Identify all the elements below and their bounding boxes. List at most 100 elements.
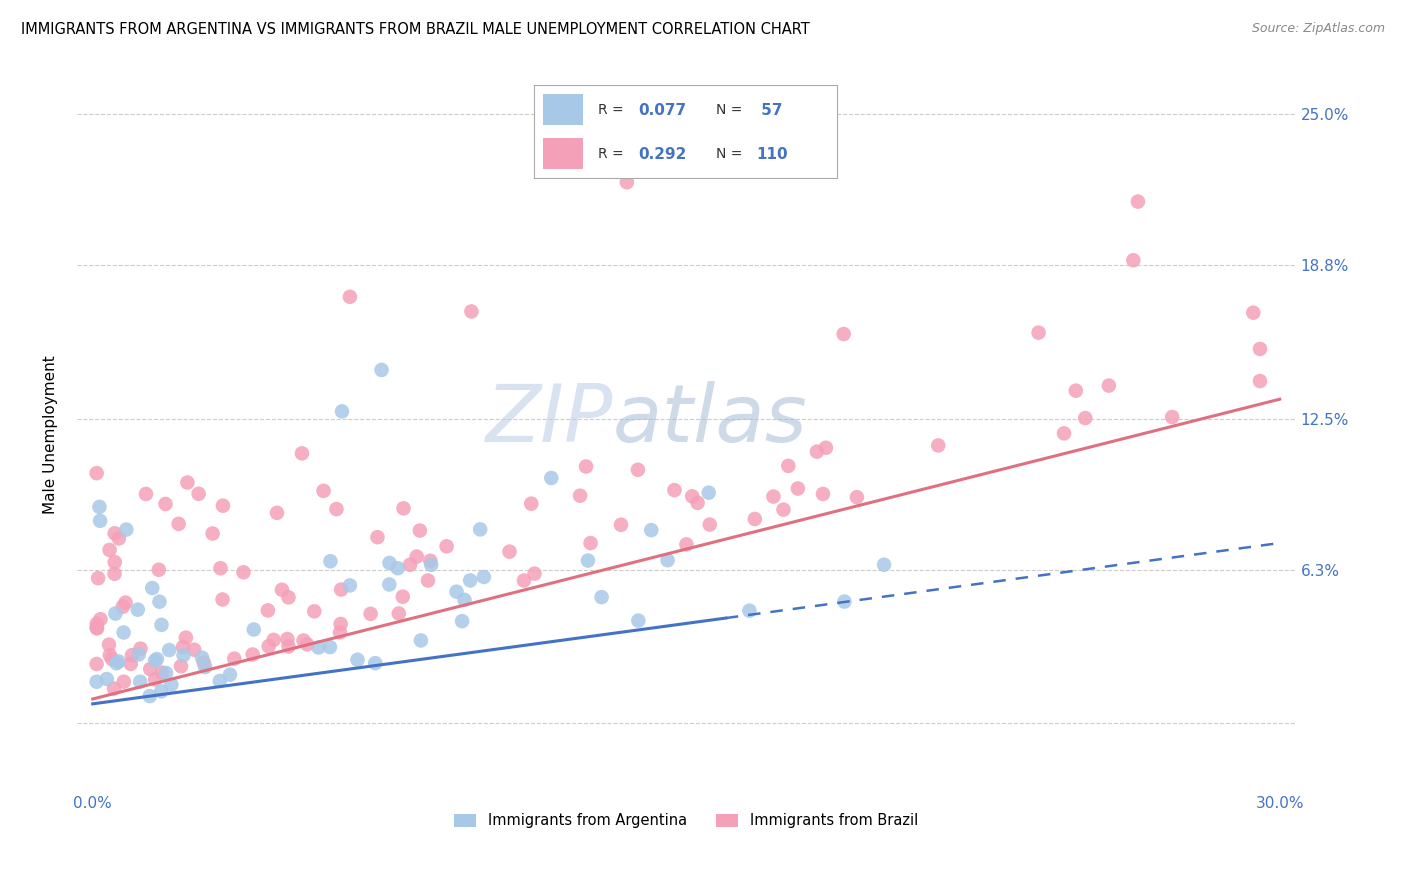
Point bbox=[141, 581, 163, 595]
Point bbox=[610, 517, 633, 532]
Point bbox=[89, 514, 111, 528]
Point bbox=[172, 640, 194, 654]
Point bbox=[135, 487, 157, 501]
Point bbox=[420, 558, 443, 572]
Point bbox=[89, 612, 111, 626]
Point bbox=[155, 666, 177, 681]
Point bbox=[219, 667, 242, 681]
Point bbox=[183, 642, 205, 657]
Point bbox=[498, 544, 520, 558]
Point bbox=[146, 652, 169, 666]
Point bbox=[409, 524, 432, 538]
Point bbox=[115, 523, 138, 537]
Point bbox=[540, 471, 562, 485]
Point bbox=[399, 558, 422, 572]
Point bbox=[873, 558, 896, 572]
Point bbox=[277, 640, 299, 654]
Point bbox=[339, 578, 361, 592]
Point bbox=[627, 614, 650, 628]
Point bbox=[86, 466, 108, 480]
Point bbox=[148, 563, 170, 577]
Text: atlas: atlas bbox=[613, 381, 808, 459]
Point bbox=[409, 633, 432, 648]
Point bbox=[451, 614, 474, 628]
Point bbox=[1161, 410, 1184, 425]
Text: R =: R = bbox=[598, 103, 627, 117]
Point bbox=[108, 532, 131, 546]
Point bbox=[360, 607, 382, 621]
Point bbox=[242, 648, 264, 662]
Point bbox=[127, 602, 149, 616]
Point bbox=[591, 590, 613, 604]
Point bbox=[1249, 374, 1271, 388]
Point bbox=[697, 485, 720, 500]
Point bbox=[308, 640, 330, 655]
Point bbox=[378, 556, 401, 570]
Point bbox=[579, 536, 602, 550]
Point bbox=[86, 616, 108, 631]
Point bbox=[104, 555, 127, 569]
Text: ZIP: ZIP bbox=[485, 381, 613, 459]
Point bbox=[640, 523, 662, 537]
Point bbox=[927, 438, 949, 452]
Point bbox=[329, 617, 352, 632]
Point bbox=[148, 595, 170, 609]
Point bbox=[89, 500, 111, 514]
Point bbox=[686, 496, 709, 510]
Point bbox=[112, 625, 135, 640]
Point bbox=[224, 651, 246, 665]
Point bbox=[120, 657, 142, 671]
Point bbox=[201, 526, 224, 541]
Text: N =: N = bbox=[716, 103, 747, 117]
Point bbox=[157, 643, 180, 657]
Point bbox=[627, 463, 650, 477]
Point bbox=[778, 458, 800, 473]
Text: N =: N = bbox=[716, 147, 747, 161]
Text: 0.292: 0.292 bbox=[638, 146, 688, 161]
Point bbox=[446, 584, 468, 599]
Point bbox=[616, 175, 638, 189]
Point bbox=[1126, 194, 1149, 209]
Legend: Immigrants from Argentina, Immigrants from Brazil: Immigrants from Argentina, Immigrants fr… bbox=[449, 807, 924, 834]
Point bbox=[277, 591, 299, 605]
Point bbox=[319, 554, 342, 568]
Point bbox=[187, 487, 209, 501]
Point bbox=[150, 665, 173, 680]
Point bbox=[392, 501, 415, 516]
Point bbox=[814, 441, 837, 455]
Point bbox=[657, 553, 679, 567]
Point bbox=[453, 593, 475, 607]
Text: 57: 57 bbox=[756, 103, 783, 118]
Point bbox=[87, 571, 110, 585]
Point bbox=[304, 604, 326, 618]
Point bbox=[1064, 384, 1087, 398]
Bar bbox=[543, 95, 582, 125]
Point bbox=[160, 677, 183, 691]
Point bbox=[388, 607, 411, 621]
Point bbox=[330, 404, 353, 418]
Point bbox=[276, 632, 298, 646]
Text: IMMIGRANTS FROM ARGENTINA VS IMMIGRANTS FROM BRAZIL MALE UNEMPLOYMENT CORRELATIO: IMMIGRANTS FROM ARGENTINA VS IMMIGRANTS … bbox=[21, 22, 810, 37]
Point bbox=[112, 674, 135, 689]
Point bbox=[209, 561, 232, 575]
Point bbox=[513, 574, 536, 588]
Point bbox=[1098, 378, 1121, 392]
Point bbox=[98, 638, 121, 652]
Point bbox=[191, 650, 214, 665]
Point bbox=[104, 526, 127, 541]
Point bbox=[257, 603, 280, 617]
Point bbox=[364, 656, 387, 670]
Point bbox=[257, 640, 280, 654]
Point bbox=[699, 517, 721, 532]
Point bbox=[845, 490, 868, 504]
Point bbox=[232, 566, 254, 580]
Point bbox=[266, 506, 288, 520]
Point bbox=[86, 657, 108, 671]
Point bbox=[405, 549, 427, 564]
Point bbox=[330, 582, 353, 597]
Point bbox=[416, 574, 439, 588]
Point bbox=[292, 633, 315, 648]
Point bbox=[176, 475, 198, 490]
Point bbox=[170, 659, 193, 673]
Point bbox=[319, 640, 342, 654]
